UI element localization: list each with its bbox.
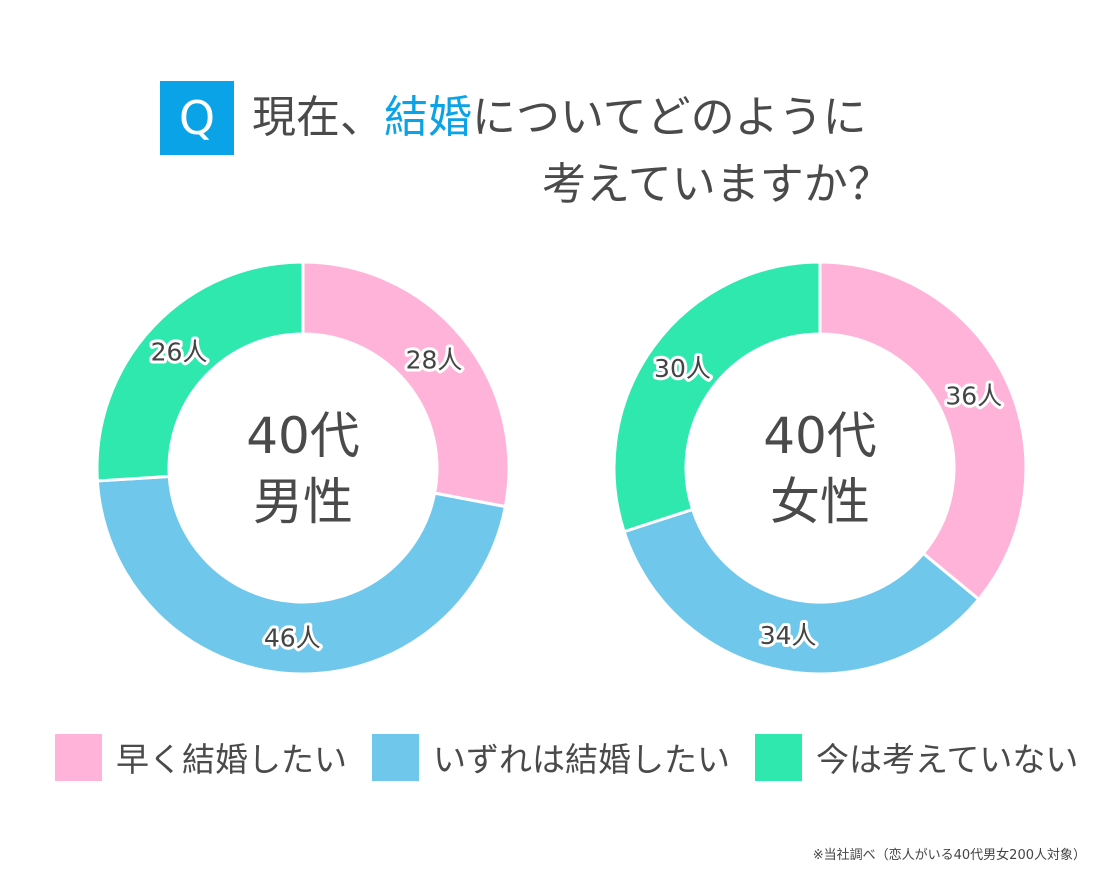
question-title-line1: 現在、結婚についてどのように (252, 90, 867, 146)
legend: 早く結婚したい いずれは結婚したい 今は考えていない (55, 733, 1100, 781)
legend-swatch-pink (55, 733, 102, 781)
donut-slice-eventually (622, 507, 981, 676)
legend-swatch-green (755, 733, 802, 781)
slice-label-not-now: 30人 (654, 354, 711, 383)
donut-slice-early (301, 260, 511, 509)
slice-label-eventually: 46人 (264, 624, 321, 653)
center-label-age: 40代 (246, 407, 360, 465)
center-label-gender: 男性 (253, 473, 353, 531)
legend-swatch-blue (372, 733, 419, 781)
legend-item-eventually: いずれは結婚したい (372, 733, 730, 781)
legend-label: 早く結婚したい (116, 740, 347, 779)
title-part2: についてどのように (472, 92, 867, 143)
legend-item-early: 早く結婚したい (55, 733, 347, 781)
legend-label: いずれは結婚したい (433, 740, 730, 779)
slice-label-early: 28人 (406, 346, 463, 375)
slice-label-eventually: 34人 (760, 621, 817, 650)
donut-slice-eventually (95, 474, 508, 676)
donut-slice-early (818, 260, 1028, 602)
question-badge: Q (160, 81, 234, 155)
footnote: ※当社調べ（恋人がいる40代男女200人対象） (812, 848, 1086, 863)
title-accent: 結婚 (384, 92, 472, 143)
title-part1: 現在、 (252, 92, 384, 143)
question-title-line2: 考えていますか？ (542, 159, 892, 210)
legend-item-not-now: 今は考えていない (755, 733, 1078, 781)
donut-slice-not-now (95, 260, 305, 483)
donut-slice-not-now (612, 260, 822, 534)
center-label-gender: 女性 (770, 473, 870, 531)
slice-label-early: 36人 (945, 382, 1002, 411)
center-label-age: 40代 (763, 407, 877, 465)
legend-label: 今は考えていない (816, 740, 1079, 779)
slice-label-not-now: 26人 (151, 338, 208, 367)
